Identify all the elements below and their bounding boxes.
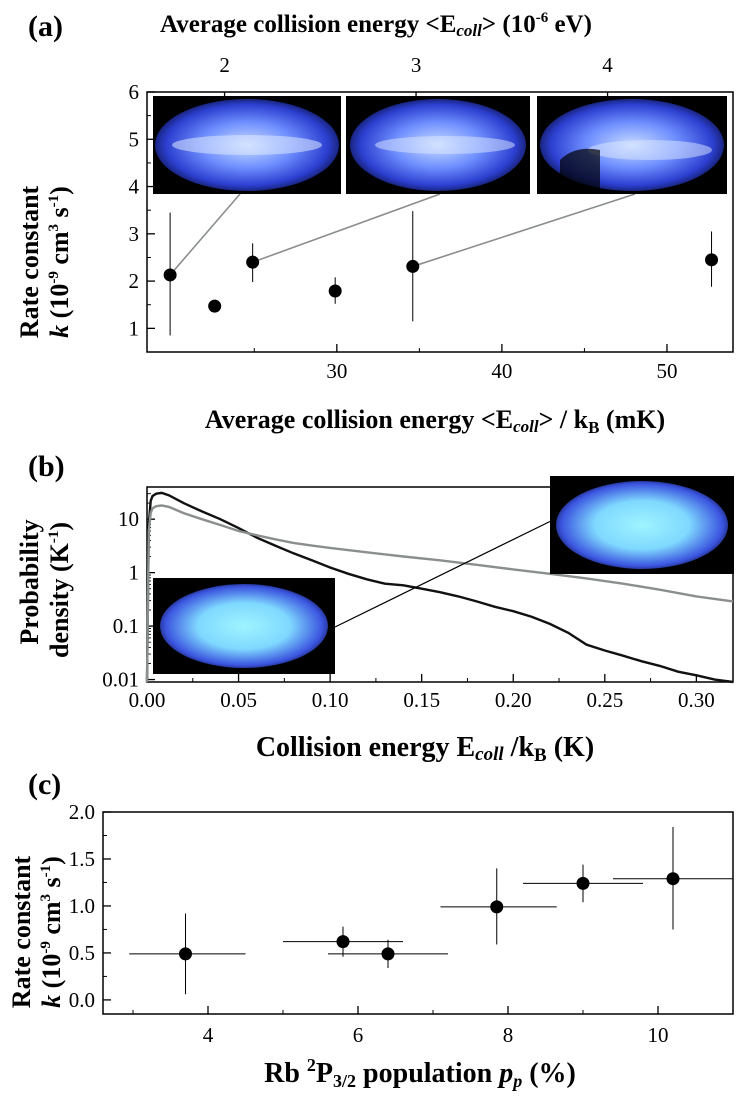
panel-c-label: (c) [28,768,61,801]
data-point [179,947,192,961]
data-point [163,268,177,282]
x-tick-label: 8 [503,1023,514,1047]
y-tick-label: 1 [129,561,140,585]
x-tick-label: 0.15 [403,688,440,712]
inset-connector-line [334,519,554,628]
data-point [336,935,350,949]
x-tick-label: 0.05 [220,688,257,712]
data-point [576,876,590,890]
top-tick-label: 2 [219,53,230,77]
ion-cloud-image-2 [346,96,530,194]
ion-cloud-image-right [550,476,734,574]
data-point [246,255,260,269]
panel-b-inset-images [153,476,734,674]
x-tick-label: 40 [491,359,512,383]
panel-c-ylabel-line2: k (10-9 cm3 s-1) [37,856,66,1008]
y-tick-label: 0.5 [69,941,95,965]
panel-b-ylabel-line2: density (K-1) [45,522,74,658]
panel-a-plot: 30 40 50 1 2 3 4 5 6 2 3 4 [129,53,734,383]
panel-b-label: (b) [28,450,65,483]
x-tick-label: 30 [326,359,347,383]
y-tick-label: 0.0 [69,988,95,1012]
panel-c-xlabel: Rb 2P3/2 population pp (%) [264,1055,576,1091]
panel-a: (a) Average collision energy <Ecoll> (10… [15,10,734,437]
series-line-black [145,491,734,684]
panel-a-label: (a) [28,10,63,43]
panel-a-top-axis-title: Average collision energy <Ecoll> (10-6 e… [160,10,592,40]
data-point [381,947,395,961]
y-tick-label: 10 [118,507,139,531]
panel-a-inset-images [153,96,727,194]
ion-cloud-image-left [153,578,335,674]
y-tick-label: 2.0 [69,800,95,824]
top-tick-label: 4 [602,53,613,77]
panel-b-plot: 0.00 0.05 0.10 0.15 0.20 0.25 0.30 0.01 0.1 1 10 [102,486,734,712]
image-connector-line [169,193,241,276]
plot-frame [146,91,734,353]
y-tick-label: 1 [129,316,140,340]
panel-a-ylabel-line2: k (10-9 cm3 s-1) [45,186,74,338]
ion-cloud-image-1 [153,96,341,194]
data-point [328,284,342,298]
data-point [666,872,680,886]
x-tick-label: 0.25 [586,688,623,712]
y-tick-label: 0.1 [113,614,139,638]
y-tick-label: 4 [129,175,140,199]
panel-a-xlabel: Average collision energy <Ecoll> / kB (m… [205,405,665,437]
data-point [705,253,719,267]
x-tick-label: 50 [656,359,677,383]
x-tick-label: 0.30 [678,688,715,712]
x-tick-label: 0.10 [312,688,349,712]
y-tick-label: 3 [129,222,140,246]
panel-a-ylabel-line1: Rate constant [15,185,44,338]
panel-c: (c) 4 6 8 10 0.0 0.5 1.0 1.5 2.0 Rate constant k… [7,768,734,1091]
panel-c-plot: 4 6 8 10 0.0 0.5 1.0 1.5 2.0 [69,800,734,1047]
panel-b-ylabel-line1: Probability [15,519,44,644]
x-tick-label: 0.00 [129,688,166,712]
ion-cloud-image-3 [537,96,727,194]
data-point [406,259,420,273]
top-tick-label: 3 [411,53,422,77]
x-tick-label: 10 [648,1023,669,1047]
y-tick-label: 1.5 [69,847,95,871]
x-tick-label: 0.20 [495,688,532,712]
x-tick-label: 6 [353,1023,364,1047]
panel-c-ylabel-line1: Rate constant [7,855,36,1008]
panel-b: (b) 0.00 0.05 0.10 0.15 0.20 0.25 0.30 0.01 0.1 1… [15,450,734,766]
plot-frame [102,811,734,1015]
data-point [490,900,504,914]
y-tick-label: 0.01 [102,668,139,692]
data-point [208,299,222,313]
panel-b-xlabel: Collision energy Ecoll /kB (K) [256,732,594,766]
image-connector-line [412,193,636,268]
y-tick-label: 2 [129,269,140,293]
series-line-gray [145,504,734,683]
y-tick-label: 5 [129,127,140,151]
y-tick-label: 1.0 [69,894,95,918]
y-tick-label: 6 [129,80,140,104]
x-tick-label: 4 [203,1023,214,1047]
image-connector-line [252,193,441,263]
